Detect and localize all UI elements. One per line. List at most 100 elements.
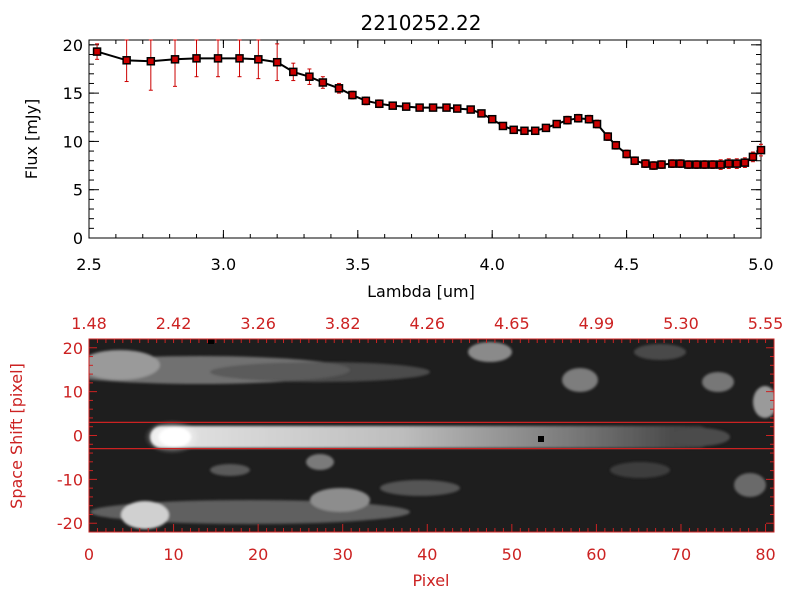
image-x-tick-label: 10: [163, 545, 183, 564]
spectrum-data-point: [622, 149, 631, 159]
spectrum-data-point: [641, 159, 650, 168]
spectrum-x-tick-label: 3.0: [211, 255, 236, 274]
spectrum-data-point: [92, 47, 102, 56]
spectrum-data-point: [611, 141, 621, 150]
spectrum-data-point: [466, 105, 475, 114]
spectrum-data-point: [732, 159, 742, 168]
spectrum-y-tick-label: 15: [63, 84, 83, 103]
spectrum-data-point: [348, 90, 357, 100]
spectrum-data-point: [442, 103, 451, 112]
image-y-tick-labels: -20 -10 0 10 20: [57, 339, 83, 533]
image-y-tick-label: -20: [57, 514, 83, 533]
spectrum-frame: [88, 39, 762, 239]
spectrum-points: [92, 47, 766, 170]
spectrum-data-point: [692, 160, 701, 169]
spectrum-data-point: [254, 55, 263, 64]
spectrum-title: 2210252.22: [361, 11, 482, 35]
image-y-tick-label: 0: [73, 427, 83, 446]
spectrum-x-tick-labels: 2.5 3.0 3.5 4.0 4.5 5.0: [76, 255, 773, 274]
spectrum-data-point: [676, 159, 685, 168]
spectrum-y-axis-label: Flux [mJy]: [22, 99, 41, 180]
spectrum-data-point: [708, 160, 717, 169]
spectrum-data-point: [388, 101, 397, 110]
spectrum-data-point: [530, 126, 540, 136]
spectrum-data-point: [657, 160, 666, 169]
spectrum-x-axis-label: Lambda [um]: [367, 282, 475, 301]
image-top-wavelength-label: 4.26: [409, 314, 445, 333]
image-top-wavelength-label: 2.42: [156, 314, 192, 333]
spectrum-data-point: [170, 55, 180, 64]
spectrum-data-point: [487, 114, 497, 124]
image-y-tick-label: 20: [63, 339, 83, 358]
image-x-tick-labels: 0 10 20 30 40 50 60 70 80: [84, 545, 776, 564]
image-x-axis-label: Pixel: [412, 571, 449, 590]
spectrum-data-point: [700, 160, 709, 169]
spectrum-y-tick-label: 5: [73, 181, 83, 200]
image-x-tick-label: 70: [671, 545, 691, 564]
spectrum-y-tick-label: 20: [63, 36, 83, 55]
image-x-tick-label: 50: [502, 545, 522, 564]
spectrum-data-point: [584, 114, 594, 124]
image-top-wavelength-label: 3.26: [240, 314, 276, 333]
spectrum-ticks: [88, 40, 762, 239]
spectrum-data-point: [724, 159, 733, 168]
spectrum-data-point: [401, 102, 411, 111]
spectrum-data-point: [318, 78, 328, 87]
spectrum-data-point: [272, 57, 282, 67]
spectrum-data-point: [477, 109, 486, 118]
spectrum-data-point: [375, 99, 384, 108]
spectrum-data-point: [740, 158, 750, 167]
spectrum-data-point: [122, 56, 131, 65]
spectrum-data-point: [192, 54, 201, 63]
image-x-tick-label: 0: [84, 545, 94, 564]
spectrum-data-point: [603, 132, 613, 141]
spectrum-x-tick-label: 5.0: [748, 255, 773, 274]
spectrum-data-point: [428, 103, 438, 112]
spectrum-data-point: [213, 54, 223, 63]
spectral-image: [89, 339, 774, 532]
spectrum-data-point: [668, 159, 677, 168]
spectrum-data-point: [289, 67, 298, 77]
spectrum-x-tick-label: 4.5: [614, 255, 639, 274]
spectrum-data-point: [520, 126, 529, 136]
image-top-wavelength-label: 4.99: [579, 314, 615, 333]
spectrum-y-tick-label: 0: [73, 229, 83, 248]
spectrum-y-tick-label: 10: [63, 132, 83, 151]
spectrum-data-point: [415, 103, 424, 112]
spectrum-data-point: [334, 84, 344, 93]
spectrum-data-point: [146, 56, 156, 66]
image-x-tick-label: 30: [333, 545, 353, 564]
image-ticks: [88, 338, 775, 533]
spectrum-data-point: [552, 119, 561, 129]
spectrum-data-point: [563, 115, 572, 125]
spectrum-data-point: [541, 123, 551, 133]
image-x-tick-label: 40: [417, 545, 437, 564]
spectrum-x-tick-label: 2.5: [76, 255, 101, 274]
image-top-wavelength-label: 5.55: [748, 314, 784, 333]
spectrum-data-point: [756, 145, 766, 155]
image-top-wavelength-label: 4.65: [494, 314, 530, 333]
spectrum-data-point: [509, 125, 518, 135]
image-top-wavelength-labels: 1.48 2.42 3.26 3.82 4.26 4.65 4.99 5.30 5.55: [71, 314, 783, 333]
spectrum-data-point: [235, 54, 244, 63]
spectrum-x-tick-label: 4.0: [479, 255, 504, 274]
image-x-tick-label: 60: [586, 545, 606, 564]
image-y-tick-label: 10: [63, 383, 83, 402]
spectrum-data-point: [305, 72, 314, 81]
spectrum-data-point: [630, 156, 639, 165]
image-x-tick-label: 20: [248, 545, 268, 564]
spectrum-data-point: [592, 119, 602, 129]
image-top-wavelength-label: 3.82: [325, 314, 361, 333]
image-y-axis-label: Space Shift [pixel]: [7, 363, 26, 509]
spectrum-data-point: [748, 152, 758, 162]
spectrum-data-point: [716, 160, 725, 169]
spectrum-data-point: [684, 160, 693, 169]
image-y-tick-label: -10: [57, 470, 83, 489]
spectrum-data-point: [361, 96, 371, 106]
image-x-tick-label: 80: [755, 545, 775, 564]
image-top-wavelength-label: 1.48: [71, 314, 107, 333]
spectrum-data-point: [649, 161, 658, 170]
spectrum-data-point: [498, 121, 508, 131]
